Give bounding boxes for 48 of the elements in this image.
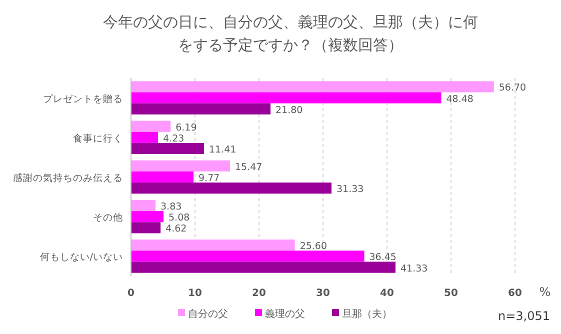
data-label: 21.80 <box>276 104 303 116</box>
bar <box>131 250 364 262</box>
bar <box>131 200 156 212</box>
y-tick-label: 感謝の気持ちのみ伝える <box>13 172 123 184</box>
data-label: 11.41 <box>209 144 236 156</box>
x-tick-label: 60 <box>508 288 522 299</box>
data-label: 5.08 <box>168 212 190 224</box>
data-label: 4.62 <box>166 224 187 235</box>
bar <box>131 120 171 132</box>
y-tick-label: 食事に行く <box>73 132 123 144</box>
data-label: 4.23 <box>163 133 184 144</box>
data-label: 3.83 <box>160 202 182 213</box>
bar <box>131 160 230 172</box>
data-label: 41.33 <box>400 263 428 274</box>
y-tick-label: その他 <box>93 212 123 224</box>
chart-title: 今年の父の日に、自分の父、義理の父、旦那（夫）に何をする予定ですか？（複数回答） <box>103 13 478 54</box>
y-tick-label: プレゼントを贈る <box>43 92 123 105</box>
x-tick-label: 20 <box>252 288 266 299</box>
bar <box>131 103 271 114</box>
legend-label: 自分の父 <box>188 308 228 320</box>
data-label: 15.47 <box>235 162 262 173</box>
data-label: 9.77 <box>198 173 220 184</box>
bar <box>131 262 396 273</box>
bar <box>131 92 442 104</box>
data-label: 48.48 <box>446 94 474 105</box>
legend-label: 義理の父 <box>265 308 305 320</box>
bar <box>131 182 332 194</box>
data-label: 36.45 <box>369 252 396 264</box>
bar <box>131 81 494 92</box>
bar <box>131 142 204 154</box>
data-label: 31.33 <box>336 184 364 196</box>
x-tick-label: 30 <box>316 288 330 299</box>
data-label: 6.19 <box>176 122 197 134</box>
bar <box>131 171 194 183</box>
bar <box>131 222 161 234</box>
bar <box>131 240 295 251</box>
x-tick-label: 40 <box>380 288 394 299</box>
data-label: 56.70 <box>498 82 526 94</box>
x-axis-title: % <box>539 285 551 299</box>
x-tick-label: 10 <box>188 288 202 299</box>
y-tick-label: 何もしない/いない <box>40 252 123 264</box>
bar <box>131 132 158 143</box>
legend-label: 旦那（夫） <box>342 308 392 320</box>
data-label: 25.60 <box>300 241 328 252</box>
x-tick-label: 0 <box>128 288 135 299</box>
x-tick-label: 50 <box>444 288 458 299</box>
text: n=3,051 <box>498 309 550 323</box>
bar <box>131 211 164 222</box>
